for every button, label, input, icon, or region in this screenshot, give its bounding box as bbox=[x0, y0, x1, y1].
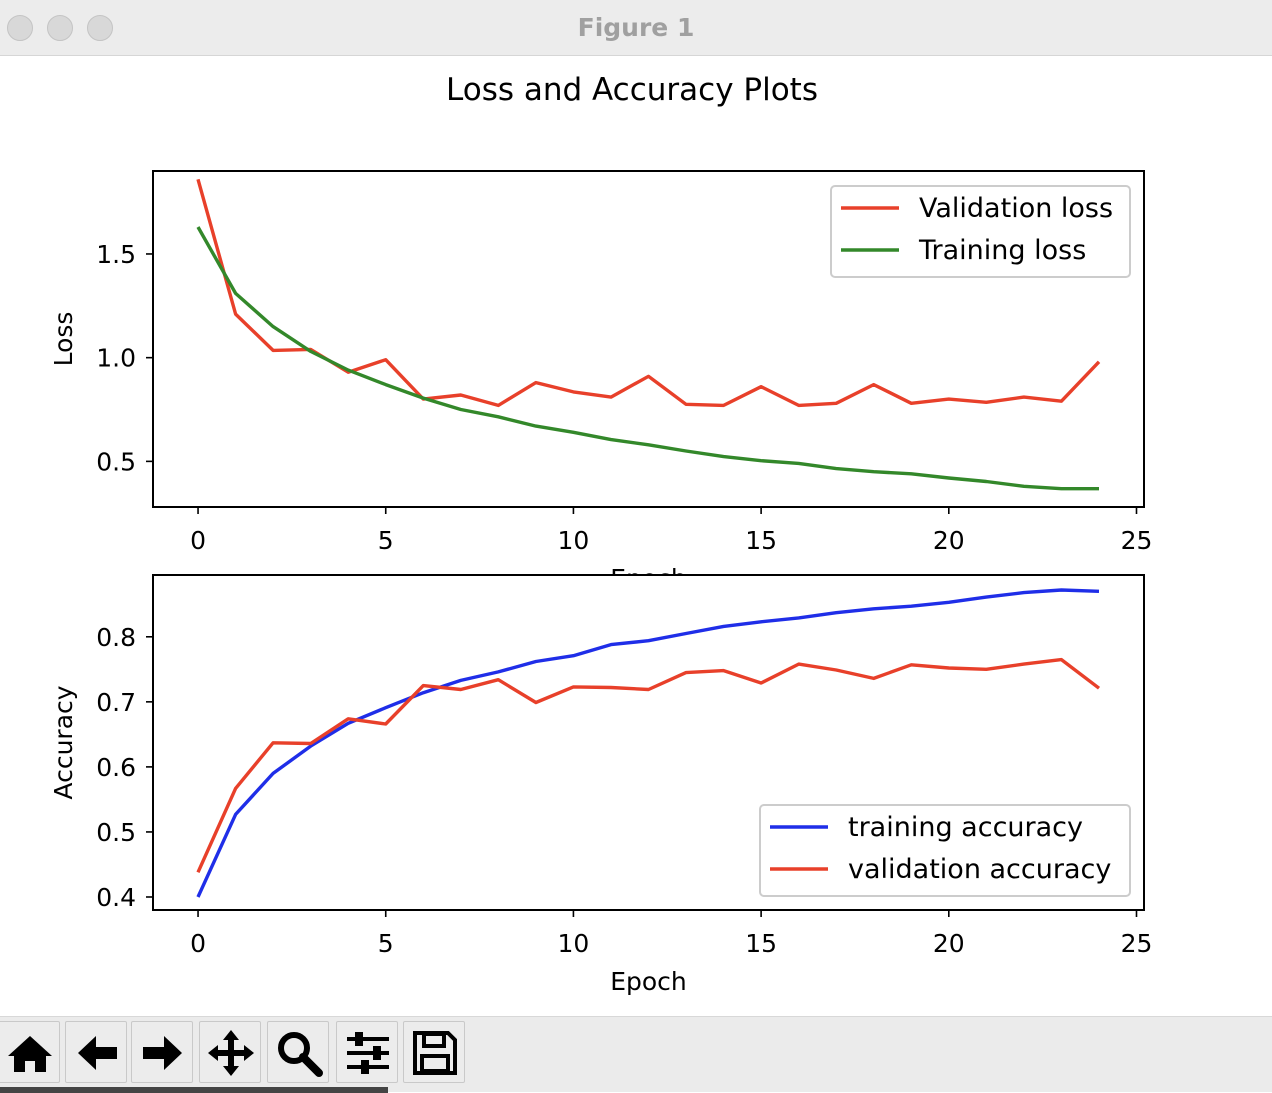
chart0-series-0-line[interactable] bbox=[196, 178, 1101, 408]
configure-subplots-button[interactable] bbox=[336, 1021, 398, 1083]
chart0-legend: Validation loss Training loss bbox=[830, 185, 1131, 278]
chart1-x-tick-label: 20 bbox=[933, 929, 965, 958]
title-bar: Figure 1 bbox=[0, 0, 1272, 56]
home-icon bbox=[8, 1036, 52, 1072]
pan-button[interactable] bbox=[199, 1021, 261, 1083]
chart1-x-tick-label: 0 bbox=[190, 929, 206, 958]
chart0-y-tick-label: 0.5 bbox=[96, 447, 136, 476]
chart1-x-tick-label: 5 bbox=[378, 929, 394, 958]
arrow-right-icon bbox=[143, 1036, 182, 1070]
navigation-toolbar bbox=[0, 1016, 1272, 1093]
save-button[interactable] bbox=[403, 1021, 465, 1083]
figure-canvas: Loss and Accuracy Plots 0 5 10 15 20 25 0.5 1.0… bbox=[49, 72, 1153, 996]
arrow-left-icon bbox=[78, 1036, 117, 1070]
sliders-icon bbox=[347, 1032, 389, 1074]
chart0-x-tick-label: 10 bbox=[558, 526, 590, 555]
chart0-x-tick-label: 15 bbox=[745, 526, 777, 555]
home-button[interactable] bbox=[0, 1021, 60, 1083]
figure-suptitle: Loss and Accuracy Plots bbox=[446, 72, 818, 108]
chart1-x-tick-label: 25 bbox=[1121, 929, 1153, 958]
accuracy-axes[interactable]: 0 5 10 15 20 25 0.4 0.5 0.6 0.7 0.8 training accura… bbox=[49, 574, 1153, 996]
chart1-legend-box bbox=[759, 804, 1131, 897]
chart0-x-tick-label: 25 bbox=[1121, 526, 1153, 555]
chart1-y-tick-label: 0.7 bbox=[96, 688, 136, 717]
chart0-legend-box bbox=[830, 185, 1131, 278]
zoom-button[interactable] bbox=[267, 1021, 329, 1083]
chart1-series-0-line[interactable] bbox=[196, 588, 1100, 898]
chart1-y-tick-label: 0.6 bbox=[96, 753, 136, 782]
chart1-legend-label: validation accuracy bbox=[848, 854, 1111, 885]
chart0-legend-label: Validation loss bbox=[919, 193, 1113, 224]
chart0-x-tick-label: 5 bbox=[378, 526, 394, 555]
forward-button[interactable] bbox=[131, 1021, 193, 1083]
move-icon bbox=[208, 1030, 254, 1076]
chart1-x-axis-label: Epoch bbox=[610, 967, 687, 996]
chart1-axes-frame bbox=[152, 574, 1145, 911]
chart1-y-tick-label: 0.4 bbox=[96, 883, 136, 912]
floppy-disk-icon bbox=[413, 1031, 457, 1075]
chart1-x-tick-label: 10 bbox=[558, 929, 590, 958]
chart0-y-axis-label: Loss bbox=[49, 312, 78, 367]
loss-axes[interactable]: 0 5 10 15 20 25 0.5 1.0 1.5 Validation loss Traini… bbox=[49, 170, 1153, 593]
minimize-button[interactable] bbox=[47, 15, 73, 41]
chart1-y-tick-label: 0.8 bbox=[96, 623, 136, 652]
chart0-x-tick-label: 0 bbox=[190, 526, 206, 555]
chart1-x-tick-label: 15 bbox=[745, 929, 777, 958]
window-title: Figure 1 bbox=[577, 13, 695, 42]
chart0-y-tick-label: 1.0 bbox=[96, 344, 136, 373]
chart1-y-tick-label: 0.5 bbox=[96, 818, 136, 847]
zoom-window-button[interactable] bbox=[87, 15, 113, 41]
toolbar-underline bbox=[0, 1087, 388, 1093]
chart0-y-tick-label: 1.5 bbox=[96, 240, 136, 269]
chart1-series-1-line[interactable] bbox=[196, 657, 1101, 873]
chart0-x-tick-label: 20 bbox=[933, 526, 965, 555]
chart0-axes-frame bbox=[152, 170, 1145, 508]
close-button[interactable] bbox=[7, 15, 33, 41]
back-button[interactable] bbox=[65, 1021, 127, 1083]
chart0-legend-label: Training loss bbox=[918, 235, 1086, 266]
chart1-legend-label: training accuracy bbox=[848, 812, 1083, 843]
chart0-series-1-line[interactable] bbox=[196, 226, 1099, 491]
chart1-legend: training accuracy validation accuracy bbox=[759, 804, 1131, 897]
magnifier-icon bbox=[278, 1032, 323, 1077]
chart1-y-axis-label: Accuracy bbox=[49, 685, 78, 799]
